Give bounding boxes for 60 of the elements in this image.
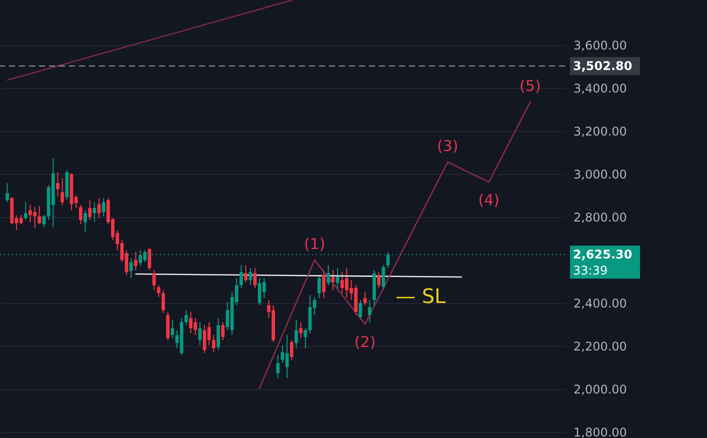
candlestick <box>38 206 42 225</box>
annotation: (3) <box>437 137 458 156</box>
candlestick <box>152 270 156 291</box>
candlestick <box>317 274 321 299</box>
candlestick <box>221 322 225 340</box>
candlestick <box>304 328 308 349</box>
y-tick-label: 2,200.00 <box>574 340 627 354</box>
annotation: (5) <box>520 77 541 96</box>
candlestick <box>322 270 326 299</box>
y-tick-label: 3,000.00 <box>574 168 627 182</box>
candlestick <box>60 178 64 206</box>
annotation: (2) <box>354 333 376 352</box>
candlestick <box>129 258 133 279</box>
ref-line-label: 2,625.30 <box>573 248 632 262</box>
y-tick-label: 2,000.00 <box>574 382 627 396</box>
candlestick <box>84 210 87 233</box>
annotation: — SL <box>396 284 447 308</box>
annotation: (4) <box>478 191 500 210</box>
candlestick <box>156 284 160 298</box>
y-tick-label: 2,400.00 <box>574 296 627 311</box>
candlestick <box>88 200 92 221</box>
candlestick <box>162 290 165 314</box>
candlestick <box>166 312 170 340</box>
candlestick <box>134 252 138 271</box>
candlestick <box>92 202 96 223</box>
y-tick-label: 3,200.00 <box>574 124 627 139</box>
candlestick <box>377 272 381 288</box>
line-series <box>258 101 531 389</box>
candlestick <box>198 322 202 346</box>
candlestick <box>276 354 280 379</box>
ref-line-label: 3,502.80 <box>573 59 632 74</box>
candlestick <box>262 278 266 299</box>
candlestick <box>290 340 294 360</box>
y-tick-label: 2,800.00 <box>574 210 627 225</box>
candlestick <box>248 268 252 286</box>
candlestick <box>363 292 367 306</box>
candlestick <box>299 322 303 339</box>
candlestick <box>285 334 289 379</box>
y-tick-label: 3,600.00 <box>574 38 627 53</box>
candlestick <box>207 322 211 346</box>
text: 33:39 <box>573 264 608 278</box>
candlestick <box>326 264 330 286</box>
y-tick-label: 1,800.00 <box>574 425 627 438</box>
candlestick <box>56 172 60 197</box>
y-tick-label: 3,400.00 <box>574 82 627 96</box>
candlestick <box>294 320 298 349</box>
candlestick <box>78 204 82 225</box>
candlestick <box>244 264 248 283</box>
annotation: (1) <box>304 235 326 254</box>
candlestick <box>6 182 9 203</box>
candlestick <box>102 198 106 217</box>
candlestick <box>24 202 28 221</box>
candlestick <box>216 318 220 351</box>
candlestick <box>382 264 386 291</box>
candlestick <box>240 264 243 288</box>
candlestick <box>212 334 216 353</box>
candlestick <box>368 300 372 323</box>
candlestick <box>184 310 188 326</box>
candlestick <box>19 214 23 225</box>
candlestick <box>170 320 174 339</box>
